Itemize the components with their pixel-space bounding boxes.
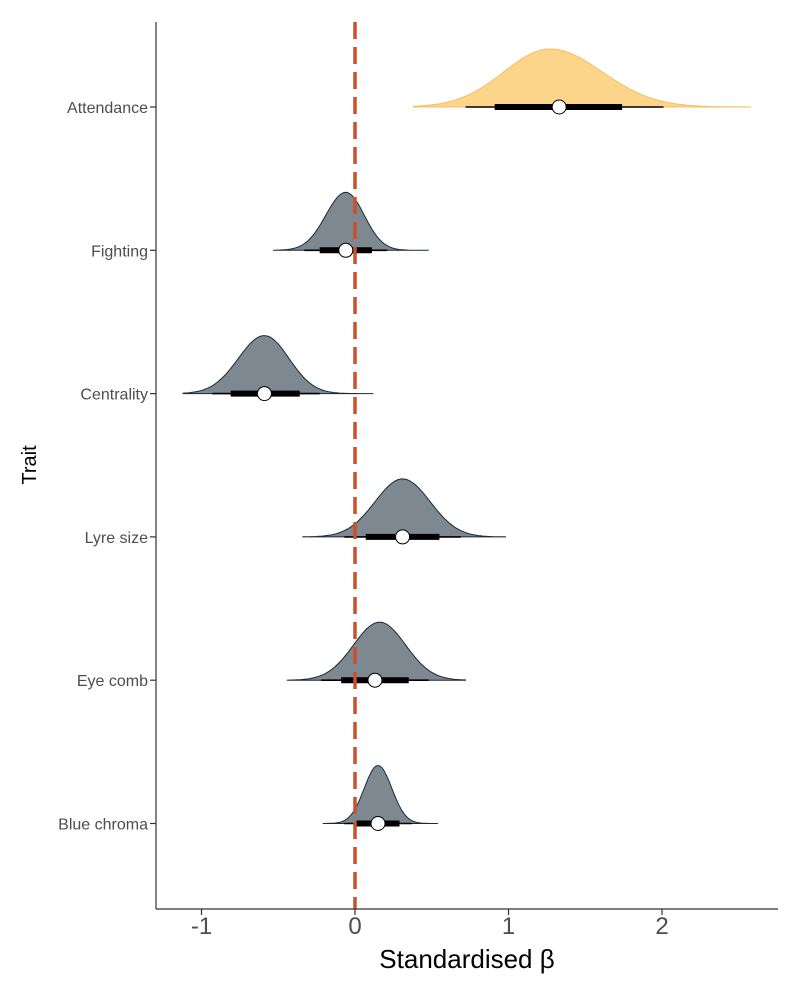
y-tick-label-lyre-size: Lyre size — [85, 530, 149, 547]
y-tick-label-attendance: Attendance — [67, 100, 148, 117]
y-tick-label-fighting: Fighting — [91, 243, 148, 260]
y-tick-label-centrality: Centrality — [80, 387, 148, 404]
density-eye-comb — [286, 621, 466, 681]
x-tick-label-2: 1 — [502, 913, 515, 940]
density-lyre-size — [302, 478, 506, 538]
axes-layer — [155, 22, 778, 910]
x-tick-label-0: -1 — [191, 913, 212, 940]
density-fighting — [272, 191, 429, 251]
density-blue-chroma — [322, 764, 438, 824]
y-tick-label-blue-chroma: Blue chroma — [58, 817, 148, 834]
point-estimate-attendance — [551, 99, 567, 115]
density-layer — [182, 48, 751, 824]
interval-layer — [212, 104, 664, 827]
x-axis-title: Standardised β — [379, 944, 554, 974]
point-estimate-centrality — [256, 386, 272, 402]
y-ticks: Attendance Fighting Centrality Lyre size Eye… — [58, 100, 156, 834]
y-tick-label-eye-comb: Eye comb — [77, 673, 148, 690]
density-attendance — [412, 48, 751, 108]
point-estimate-lyre-size — [395, 529, 411, 545]
density-centrality — [182, 335, 374, 395]
point-layer — [256, 99, 567, 831]
point-estimate-eye-comb — [367, 672, 383, 688]
y-axis-title: Trait — [19, 445, 41, 485]
point-estimate-fighting — [338, 242, 354, 258]
x-ticks: -1 0 1 2 — [191, 909, 669, 940]
point-estimate-blue-chroma — [370, 816, 386, 831]
x-tick-label-1: 0 — [348, 913, 361, 940]
x-tick-label-3: 2 — [655, 913, 668, 940]
